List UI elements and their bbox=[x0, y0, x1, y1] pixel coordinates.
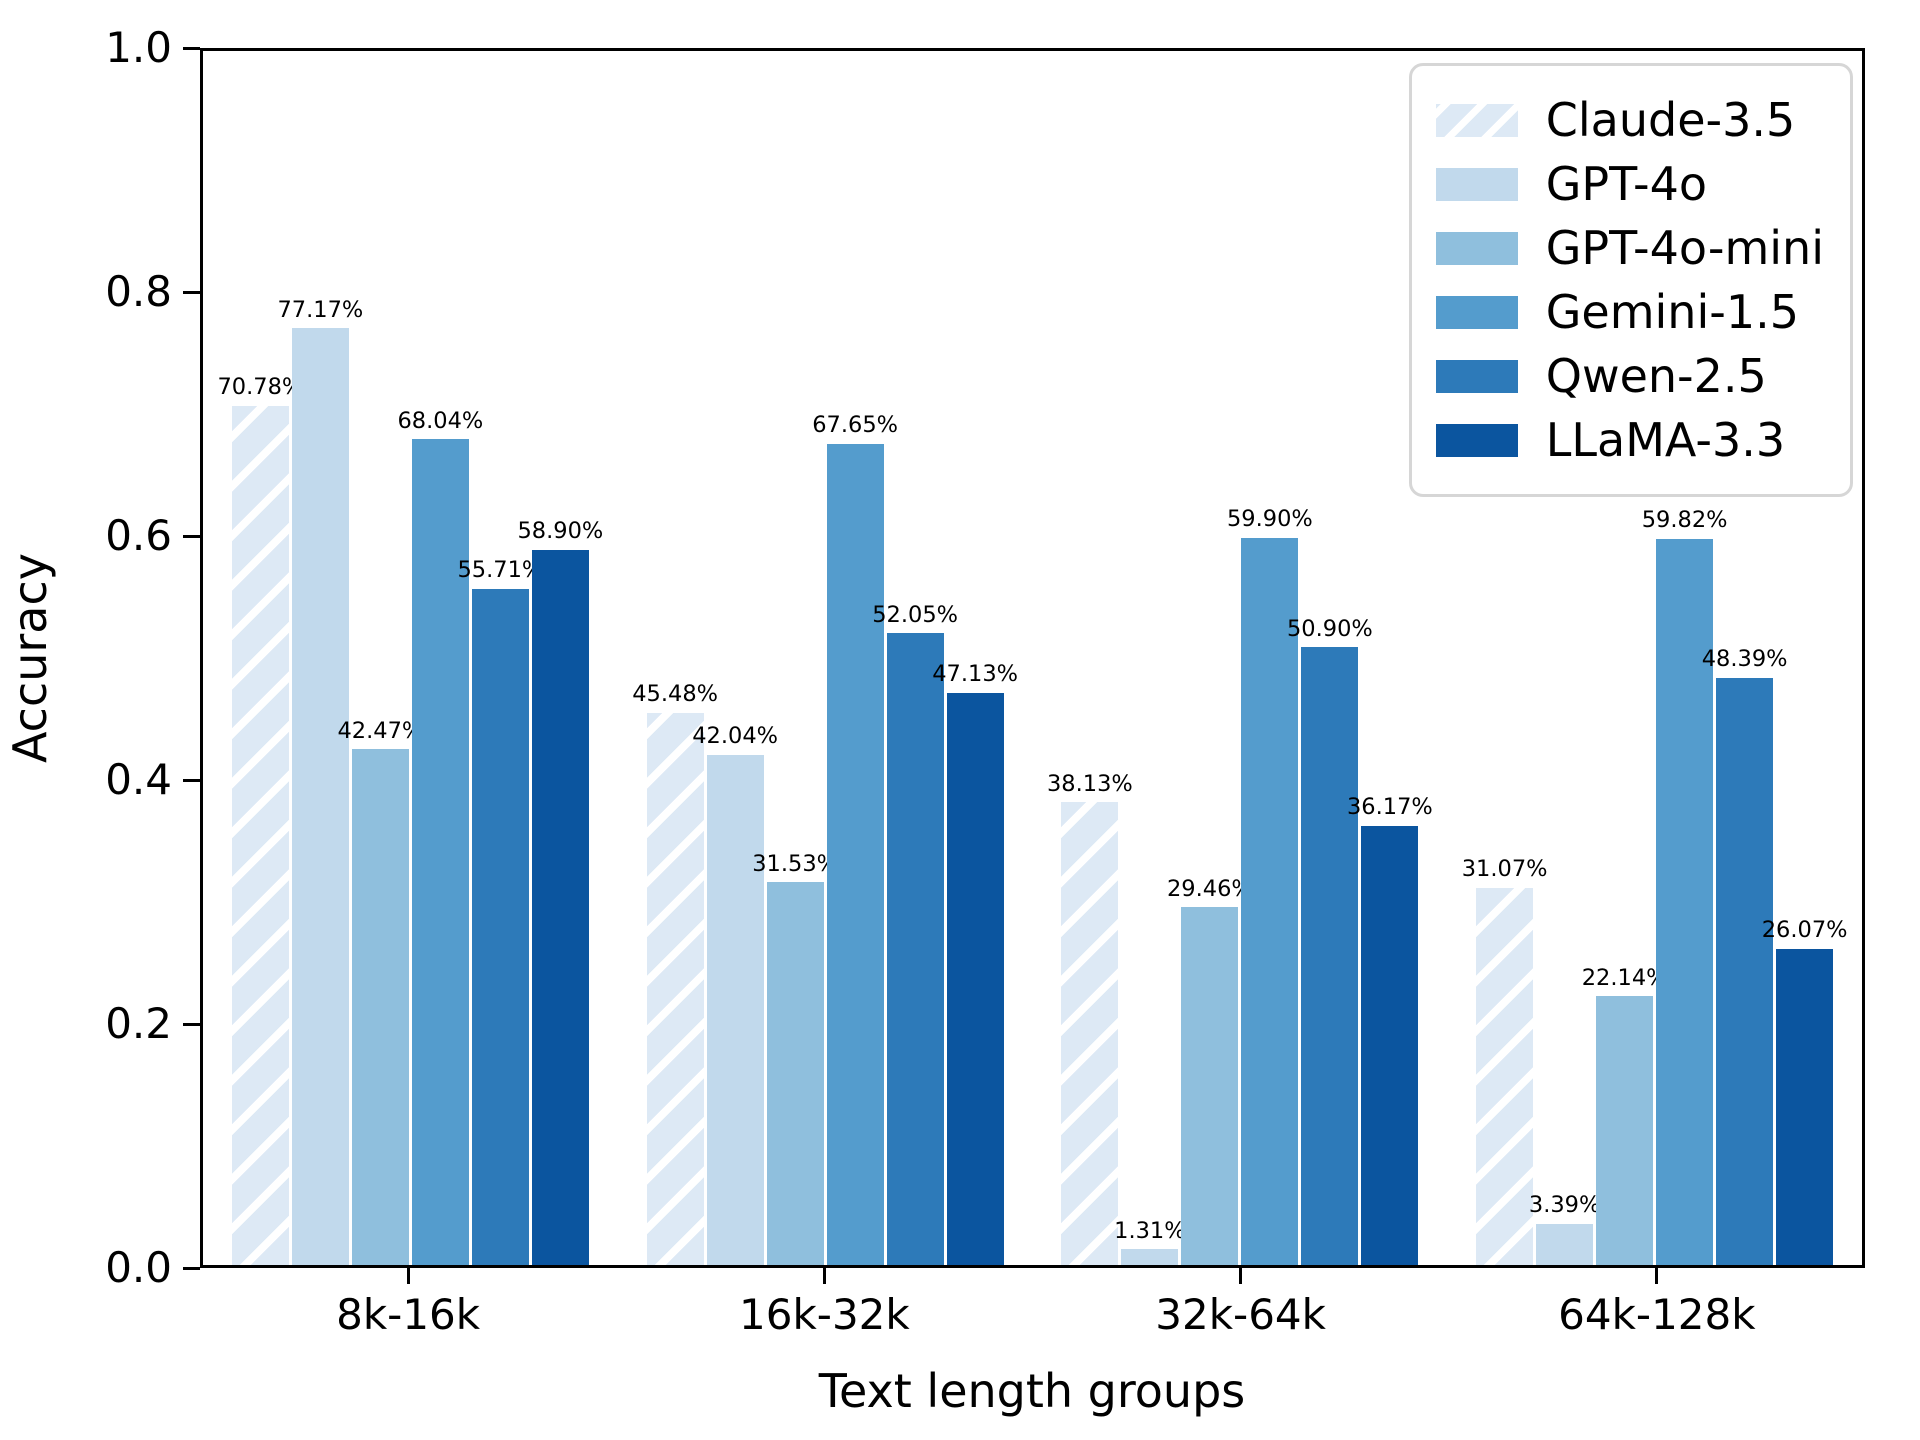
legend-label: LLaMA-3.3 bbox=[1545, 412, 1786, 467]
bar-gemini-1.5-8k-16k: 68.04% bbox=[397, 409, 483, 1265]
bar-value-label: 55.71% bbox=[457, 557, 544, 584]
bar-gpt-4o-mini-8k-16k: 42.47% bbox=[337, 720, 423, 1265]
bar-qwen-2.5-16k-32k: 52.05% bbox=[872, 604, 958, 1265]
legend-swatch-icon bbox=[1435, 359, 1518, 393]
legend-label: GPT-4o bbox=[1545, 156, 1708, 211]
bar-value-label: 47.13% bbox=[932, 661, 1019, 688]
bar-value-label: 1.31% bbox=[1114, 1217, 1186, 1244]
legend-label: Qwen-2.5 bbox=[1545, 348, 1767, 403]
y-tick-label-0.0: 0.0 bbox=[105, 1243, 172, 1292]
x-tick-label-64k-128k: 64k-128k bbox=[1558, 1290, 1756, 1339]
bar-value-label: 29.46% bbox=[1166, 875, 1253, 902]
bar-gpt-4o-mini-64k-128k: 22.14% bbox=[1582, 967, 1668, 1265]
x-axis-title: Text length groups bbox=[818, 1364, 1246, 1418]
bar-gpt-4o-mini-32k-64k: 29.46% bbox=[1167, 878, 1253, 1265]
bar-value-label: 70.78% bbox=[217, 374, 304, 401]
y-tick-label-0.8: 0.8 bbox=[105, 267, 172, 316]
legend-item-gpt-4o-mini: GPT-4o-mini bbox=[1435, 216, 1824, 280]
bar-value-label: 42.04% bbox=[692, 723, 779, 750]
y-tick-mark bbox=[183, 290, 200, 294]
bar-value-label: 68.04% bbox=[397, 407, 484, 434]
x-tick-label-8k-16k: 8k-16k bbox=[336, 1290, 481, 1339]
x-tick-mark bbox=[822, 1268, 826, 1284]
bar-group-16k-32k: 45.48% 42.04% 31.53% 67.65% 52.05% 47.13% bbox=[632, 414, 1018, 1265]
bar-gpt-4o-32k-64k: 1.31% bbox=[1114, 1220, 1186, 1265]
bar-llama-3.3-16k-32k: 47.13% bbox=[932, 663, 1018, 1265]
y-tick-mark bbox=[183, 534, 200, 538]
y-tick-mark bbox=[183, 46, 200, 50]
legend-item-gemini-1.5: Gemini-1.5 bbox=[1435, 280, 1824, 344]
legend-label: Claude-3.5 bbox=[1545, 92, 1796, 147]
x-tick-mark bbox=[1655, 1268, 1659, 1284]
legend-item-qwen-2.5: Qwen-2.5 bbox=[1435, 344, 1824, 408]
y-tick-mark bbox=[183, 1266, 200, 1270]
bar-claude-3.5-8k-16k: 70.78% bbox=[217, 376, 303, 1265]
legend-item-claude-3.5: Claude-3.5 bbox=[1435, 88, 1824, 152]
bar-gpt-4o-mini-16k-32k: 31.53% bbox=[752, 853, 838, 1265]
bar-llama-3.3-8k-16k: 58.90% bbox=[517, 520, 603, 1265]
bar-value-label: 67.65% bbox=[812, 412, 899, 439]
bar-claude-3.5-16k-32k: 45.48% bbox=[632, 683, 718, 1265]
bar-gpt-4o-64k-128k: 3.39% bbox=[1529, 1194, 1600, 1265]
bar-gemini-1.5-64k-128k: 59.82% bbox=[1642, 509, 1728, 1265]
y-tick-label-0.2: 0.2 bbox=[105, 999, 172, 1048]
bar-qwen-2.5-8k-16k: 55.71% bbox=[457, 559, 543, 1265]
bar-value-label: 52.05% bbox=[872, 601, 959, 628]
bar-value-label: 45.48% bbox=[632, 681, 719, 708]
bar-llama-3.3-32k-64k: 36.17% bbox=[1347, 796, 1433, 1265]
legend-label: Gemini-1.5 bbox=[1545, 284, 1799, 339]
bar-value-label: 77.17% bbox=[277, 296, 364, 323]
bar-gemini-1.5-16k-32k: 67.65% bbox=[812, 414, 898, 1265]
bar-value-label: 22.14% bbox=[1581, 964, 1668, 991]
bar-group-64k-128k: 31.07% 3.39% 22.14% 59.82% 48.39% 26.07% bbox=[1462, 509, 1848, 1265]
legend-item-gpt-4o: GPT-4o bbox=[1435, 152, 1824, 216]
y-axis-title: Accuracy bbox=[3, 552, 57, 764]
bar-value-label: 59.82% bbox=[1641, 507, 1728, 534]
bar-value-label: 3.39% bbox=[1528, 1192, 1601, 1219]
x-tick-label-32k-64k: 32k-64k bbox=[1155, 1290, 1326, 1339]
legend-swatch-icon bbox=[1435, 231, 1518, 265]
bar-gpt-4o-8k-16k: 77.17% bbox=[277, 299, 363, 1265]
legend-swatch-icon bbox=[1435, 103, 1518, 137]
x-tick-mark bbox=[406, 1268, 410, 1284]
y-tick-label-1.0: 1.0 bbox=[105, 23, 172, 72]
bars-layer: 70.78% 77.17% 42.47% 68.04% 55.71% 58.90% 45.4… bbox=[203, 51, 1862, 1265]
bar-value-label: 38.13% bbox=[1046, 770, 1133, 797]
plot-area: 70.78% 77.17% 42.47% 68.04% 55.71% 58.90% 45.4… bbox=[200, 48, 1865, 1268]
bar-value-label: 50.90% bbox=[1286, 615, 1373, 642]
y-tick-mark bbox=[183, 1022, 200, 1026]
bar-value-label: 31.07% bbox=[1461, 856, 1548, 883]
legend-swatch-icon bbox=[1435, 167, 1518, 201]
legend-label: GPT-4o-mini bbox=[1545, 220, 1824, 275]
bar-value-label: 26.07% bbox=[1761, 917, 1848, 944]
bar-gemini-1.5-32k-64k: 59.90% bbox=[1227, 508, 1313, 1265]
bar-group-32k-64k: 38.13% 1.31% 29.46% 59.90% 50.90% 36.17% bbox=[1047, 508, 1433, 1265]
bar-claude-3.5-32k-64k: 38.13% bbox=[1047, 773, 1133, 1265]
y-tick-label-0.6: 0.6 bbox=[105, 511, 172, 560]
bar-value-label: 36.17% bbox=[1346, 794, 1433, 821]
bar-value-label: 42.47% bbox=[337, 717, 424, 744]
y-tick-mark bbox=[183, 778, 200, 782]
bar-claude-3.5-64k-128k: 31.07% bbox=[1462, 858, 1548, 1265]
legend-item-llama-3.3: LLaMA-3.3 bbox=[1435, 408, 1824, 472]
x-tick-mark bbox=[1239, 1268, 1243, 1284]
bar-value-label: 31.53% bbox=[752, 850, 839, 877]
bar-qwen-2.5-64k-128k: 48.39% bbox=[1702, 648, 1788, 1265]
bar-value-label: 48.39% bbox=[1701, 646, 1788, 673]
bar-group-8k-16k: 70.78% 77.17% 42.47% 68.04% 55.71% 58.90% bbox=[217, 299, 603, 1265]
legend-swatch-icon bbox=[1435, 295, 1518, 329]
x-tick-label-16k-32k: 16k-32k bbox=[739, 1290, 910, 1339]
legend-swatch-icon bbox=[1435, 423, 1518, 457]
bar-llama-3.3-64k-128k: 26.07% bbox=[1762, 919, 1848, 1265]
legend: Claude-3.5 GPT-4o GPT-4o-mini Gemini-1.5 Qwe… bbox=[1408, 63, 1853, 497]
y-tick-label-0.4: 0.4 bbox=[105, 755, 172, 804]
bar-gpt-4o-16k-32k: 42.04% bbox=[692, 725, 778, 1265]
bar-value-label: 58.90% bbox=[517, 518, 604, 545]
bar-value-label: 59.90% bbox=[1226, 506, 1313, 533]
bar-qwen-2.5-32k-64k: 50.90% bbox=[1287, 618, 1373, 1265]
